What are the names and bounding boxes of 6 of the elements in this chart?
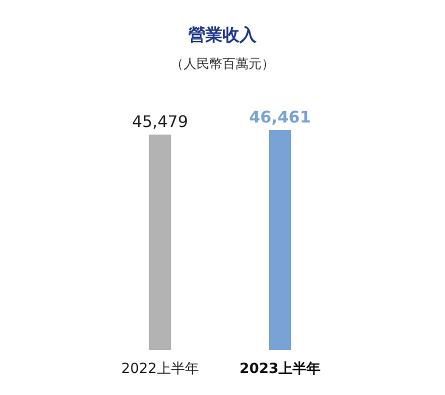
data-label: 45,479: [132, 112, 188, 132]
chart-title: 營業收入: [188, 26, 258, 46]
chart-subtitle: （人民幣百萬元）: [170, 57, 274, 72]
x-tick-label: 2022上半年: [121, 361, 199, 377]
x-tick-label: 2023上半年: [240, 361, 320, 377]
data-label: 46,461: [249, 108, 311, 126]
